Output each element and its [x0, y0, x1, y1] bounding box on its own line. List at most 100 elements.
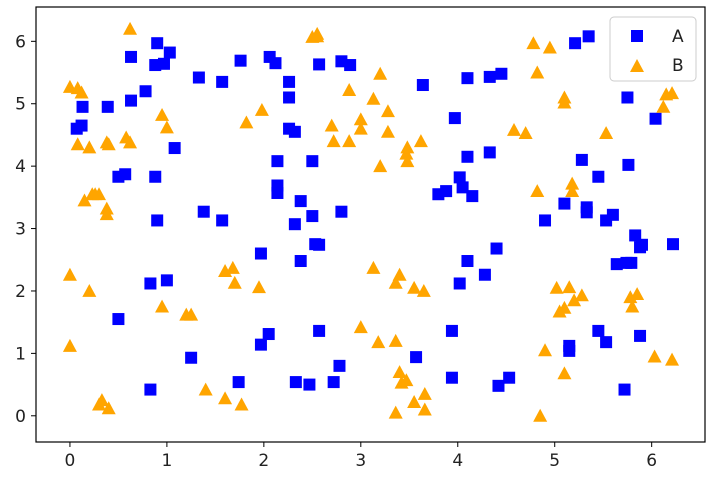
data-point-a [76, 100, 89, 113]
data-point-b [82, 283, 97, 297]
data-point-b [353, 112, 368, 126]
data-point-a [592, 324, 605, 337]
data-point-a [622, 158, 635, 171]
data-point-a [303, 378, 316, 391]
data-point-a [306, 155, 319, 168]
data-point-a [558, 197, 571, 210]
data-point-b [399, 373, 414, 387]
data-point-a [606, 208, 619, 221]
data-point-a [445, 324, 458, 337]
data-point-a [271, 179, 284, 192]
data-point-b [599, 126, 614, 140]
data-point-b [239, 115, 254, 129]
data-point-b [380, 104, 395, 118]
x-axis-ticks: 0 1 2 3 4 5 6 [65, 442, 657, 471]
data-point-a [289, 376, 302, 389]
data-point-b [252, 280, 266, 294]
data-point-b [625, 299, 640, 313]
data-point-b [227, 275, 242, 289]
data-point-a [216, 75, 229, 88]
data-point-a [269, 57, 282, 70]
data-point-a [575, 153, 588, 166]
data-point-b [407, 280, 422, 294]
x-tick-label: 2 [258, 451, 269, 471]
legend-label: B [672, 56, 684, 76]
data-point-a [144, 383, 157, 396]
data-point-b [366, 91, 381, 105]
y-tick-label: 0 [15, 407, 26, 427]
data-point-a [492, 379, 505, 392]
data-point-a [283, 75, 296, 88]
data-point-b [565, 184, 580, 198]
data-point-b [101, 401, 116, 415]
data-point-b [413, 134, 428, 148]
data-point-b [665, 86, 680, 100]
data-point-a [254, 247, 267, 260]
data-point-a [216, 214, 229, 227]
data-point-a [569, 37, 582, 50]
data-point-a [125, 94, 138, 107]
data-point-b [353, 320, 368, 334]
data-point-b [371, 335, 386, 349]
data-point-b [400, 154, 415, 168]
data-point-a [163, 46, 176, 59]
data-point-b [542, 40, 557, 54]
data-point-a [592, 170, 605, 183]
data-point-b [549, 280, 564, 294]
data-point-a [157, 57, 170, 70]
data-point-b [416, 283, 431, 297]
data-point-b [630, 287, 645, 301]
data-point-b [342, 134, 357, 148]
data-point-a [197, 205, 210, 218]
data-point-a [667, 238, 680, 251]
data-point-a [125, 50, 138, 63]
data-point-a [160, 274, 173, 287]
data-point-b [94, 393, 109, 407]
data-point-a [271, 155, 284, 168]
data-point-a [101, 100, 114, 113]
data-point-b [353, 121, 368, 135]
y-tick-label: 4 [15, 157, 26, 177]
data-point-b [417, 386, 432, 400]
data-point-b [388, 333, 403, 347]
data-point-a [151, 214, 164, 227]
data-point-b [388, 275, 403, 289]
y-tick-label: 2 [15, 282, 26, 302]
data-point-a [119, 168, 132, 181]
data-point-a [478, 268, 491, 281]
data-point-b [647, 349, 662, 363]
data-point-a [313, 58, 326, 71]
data-point-b [184, 307, 199, 321]
data-point-a [503, 371, 516, 384]
data-point-b [123, 135, 138, 149]
data-point-a [288, 218, 301, 231]
data-point-b [380, 124, 395, 138]
data-point-b [557, 300, 572, 314]
data-point-b [533, 408, 548, 422]
data-point-a [262, 328, 275, 341]
data-point-b [218, 391, 233, 405]
data-point-b [82, 140, 97, 154]
data-point-a [185, 351, 198, 364]
data-point-a [313, 324, 326, 337]
data-point-b [373, 66, 388, 80]
y-axis-ticks: 0 1 2 3 4 5 6 [15, 32, 36, 427]
data-point-b [77, 193, 92, 207]
scatter-markers [62, 21, 680, 422]
data-point-b [123, 21, 138, 35]
data-point-b [388, 405, 403, 419]
data-point-a [448, 112, 461, 125]
data-point-a [629, 229, 642, 242]
data-point-a [490, 242, 503, 255]
data-point-a [313, 238, 326, 251]
x-tick-label: 3 [355, 451, 366, 471]
data-point-b [400, 140, 415, 154]
data-point-b [310, 29, 325, 43]
data-point-a [294, 255, 307, 268]
data-point-b [392, 267, 407, 281]
data-point-a [440, 185, 453, 198]
series-b [62, 21, 680, 422]
data-point-a [539, 214, 552, 227]
data-point-a [283, 91, 296, 104]
